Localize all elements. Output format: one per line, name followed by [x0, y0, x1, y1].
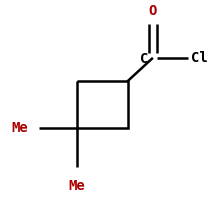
Text: Me: Me	[12, 121, 28, 135]
Text: Me: Me	[68, 179, 85, 193]
Text: O: O	[149, 4, 157, 18]
Text: C: C	[140, 52, 149, 66]
Text: Cl: Cl	[191, 51, 208, 65]
